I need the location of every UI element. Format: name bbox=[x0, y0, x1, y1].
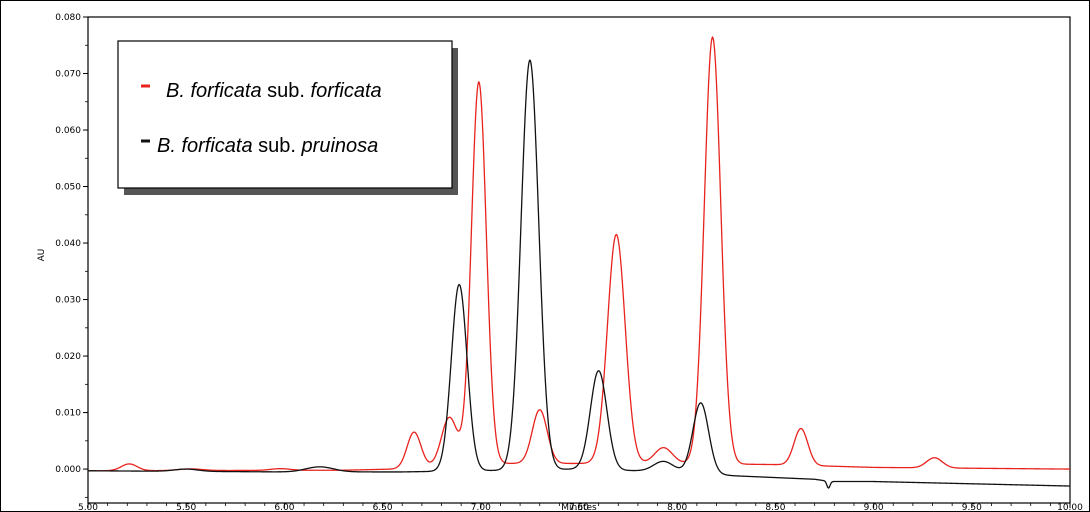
legend-label-pruinosa: B. forficata sub. pruinosa bbox=[157, 135, 378, 157]
y-tick-label: 0.080 bbox=[55, 13, 81, 23]
series-lines bbox=[88, 35, 1071, 489]
y-axis-label: AU bbox=[37, 249, 47, 262]
x-tick-label: 9.00 bbox=[864, 503, 884, 512]
y-tick-label: 0.070 bbox=[55, 70, 81, 80]
x-axis-label: Minutes bbox=[561, 503, 597, 512]
x-tick-label: 6.00 bbox=[274, 503, 294, 512]
legend-genus-1: B. forficata bbox=[166, 80, 262, 102]
y-tick-label: 0.040 bbox=[55, 239, 81, 249]
y-tick-label: 0.000 bbox=[55, 465, 81, 475]
legend-label-forficata: B. forficata sub. forficata bbox=[166, 80, 382, 102]
legend-sub-2: sub. bbox=[253, 135, 302, 157]
x-tick-label: 5.50 bbox=[176, 503, 196, 512]
x-tick-label: 5.00 bbox=[78, 503, 98, 512]
series-line-2 bbox=[88, 59, 1071, 489]
legend: B. forficata sub. forficata B. forficata… bbox=[117, 40, 458, 195]
x-axis: 5.00 5.50 6.00 6.50 7.00 7.50 8.00 8.50 9.00 9.50… bbox=[78, 503, 1083, 512]
y-axis: 0.000 0.010 0.020 0.030 0.040 0.050 0.060 0.070… bbox=[55, 13, 88, 498]
x-tick-label: 7.00 bbox=[471, 503, 491, 512]
x-tick-label: 9.50 bbox=[962, 503, 982, 512]
legend-genus-2: B. forficata bbox=[157, 135, 253, 157]
y-tick-label: 0.050 bbox=[55, 183, 81, 193]
legend-subspecies-1: forficata bbox=[311, 80, 382, 102]
y-tick-label: 0.020 bbox=[55, 352, 81, 362]
x-tick-label: 8.50 bbox=[765, 503, 785, 512]
x-tick-label: 7.50 bbox=[569, 503, 589, 512]
x-tick-label: 10.00 bbox=[1057, 503, 1083, 512]
x-tick-label: 6.50 bbox=[373, 503, 393, 512]
legend-sub-1: sub. bbox=[262, 80, 311, 102]
legend-subspecies-2: pruinosa bbox=[301, 135, 379, 157]
y-tick-label: 0.060 bbox=[55, 126, 81, 136]
y-tick-label: 0.030 bbox=[55, 296, 81, 306]
y-tick-label: 0.010 bbox=[55, 409, 81, 419]
x-tick-label: 8.00 bbox=[667, 503, 687, 512]
legend-box bbox=[117, 40, 453, 189]
